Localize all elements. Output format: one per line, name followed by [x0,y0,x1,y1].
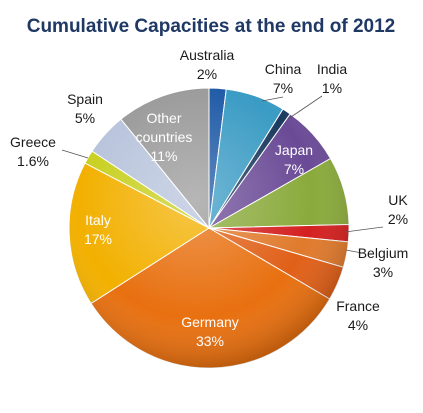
slice-label-india: India 1% [317,61,348,96]
slice-label-france: France 4% [336,298,380,333]
slice-label-germany: Germany 33% [181,314,239,349]
leader-line-china [261,96,284,102]
leader-line-uk [344,226,384,233]
slice-label-japan: Japan 7% [275,142,313,177]
slice-label-australia: Australia 2% [180,47,235,82]
slice-label-china: China 7% [265,61,302,96]
slice-label-greece: Greece 1.6% [10,134,56,169]
slice-label-uk: UK 2% [388,192,409,227]
slice-label-belgium: Belgium 3% [358,245,409,280]
slice-label-other-countries: Other countries 11% [136,110,193,164]
chart-title: Cumulative Capacities at the end of 2012 [27,16,396,37]
slice-labels: Australia 2% China 7% India 1% Japan 7% UK 2% Belg… [10,47,408,349]
leader-lines [61,95,384,254]
slice-label-italy: Italy 17% [84,212,112,247]
leader-line-belgium [345,249,363,254]
leader-line-india [287,95,323,120]
slice-label-spain: Spain 5% [67,91,103,126]
leader-line-greece [61,149,89,159]
